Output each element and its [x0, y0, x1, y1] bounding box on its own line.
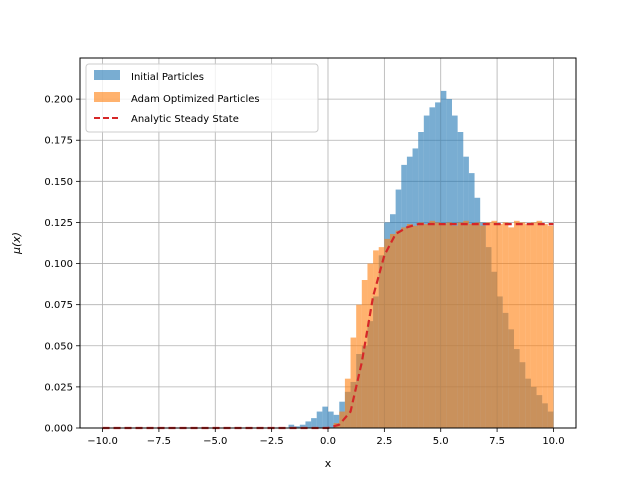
histogram-bar-adam-optimized-particles — [373, 250, 379, 428]
histogram-bar-adam-optimized-particles — [395, 230, 402, 428]
x-tick-label: −2.5 — [259, 436, 283, 447]
histogram-bar-initial-particles — [288, 424, 295, 428]
histogram-bar-adam-optimized-particles — [423, 224, 430, 428]
histogram-bar-adam-optimized-particles — [485, 222, 492, 428]
histogram-bar-adam-optimized-particles — [384, 238, 390, 428]
y-tick-label: 0.175 — [44, 136, 73, 147]
y-tick-label: 0.125 — [44, 218, 73, 229]
histogram-bar-adam-optimized-particles — [356, 304, 362, 428]
histogram-bar-adam-optimized-particles — [412, 225, 419, 428]
histogram-bar-adam-optimized-particles — [452, 225, 458, 428]
histogram-bar-adam-optimized-particles — [429, 220, 436, 428]
legend-label-adam-optimized-particles: Adam Optimized Particles — [131, 94, 260, 105]
y-tick-label: 0.150 — [44, 177, 73, 188]
y-tick-label: 0.200 — [44, 95, 73, 106]
x-tick-label: −10.0 — [87, 436, 118, 447]
x-tick-label: −5.0 — [203, 436, 227, 447]
histogram-bar-adam-optimized-particles — [468, 224, 475, 428]
histogram-bar-adam-optimized-particles — [547, 225, 554, 428]
analytic-steady-state-line — [102, 222, 554, 430]
x-tick-label: 5.0 — [433, 436, 449, 447]
y-tick-label: 0.000 — [44, 424, 73, 435]
histogram-bar-initial-particles — [316, 411, 323, 428]
histogram-bar-initial-particles — [299, 424, 306, 428]
histogram-bar-adam-optimized-particles — [440, 224, 447, 428]
histogram-bar-adam-optimized-particles — [390, 233, 396, 428]
histogram-bar-adam-optimized-particles — [457, 222, 464, 428]
histogram-bar-initial-particles — [328, 411, 334, 428]
histogram-bar-initial-particles — [322, 406, 328, 428]
y-tick-label: 0.050 — [44, 341, 73, 352]
histogram-bar-adam-optimized-particles — [361, 280, 368, 428]
histogram-bar-adam-optimized-particles — [406, 224, 413, 428]
legend-swatch-adam-optimized-particles — [94, 92, 120, 102]
histogram-bar-adam-optimized-particles — [435, 222, 441, 428]
histogram-bar-adam-optimized-particles — [491, 220, 498, 428]
histogram-bar-adam-optimized-particles — [350, 337, 357, 428]
x-tick-label: −7.5 — [147, 436, 171, 447]
y-axis-label: μ(x) — [10, 232, 23, 255]
x-tick-label: 0.0 — [320, 436, 336, 447]
histogram-bar-adam-optimized-particles — [474, 222, 481, 428]
histogram-bar-adam-optimized-particles — [497, 224, 503, 428]
series-adam-optimized-particles — [333, 220, 554, 428]
histogram-bar-adam-optimized-particles — [463, 220, 469, 428]
histogram-bar-adam-optimized-particles — [530, 222, 537, 428]
histogram-bar-adam-optimized-particles — [367, 263, 374, 428]
histogram-bar-adam-optimized-particles — [536, 220, 543, 428]
legend: Initial Particles Adam Optimized Particl… — [85, 63, 319, 133]
histogram-bar-adam-optimized-particles — [519, 222, 526, 428]
histogram-bar-initial-particles — [311, 418, 317, 428]
y-tick-label: 0.100 — [44, 259, 73, 270]
x-axis-ticks: −10.0 −7.5 −5.0 −2.5 0.0 2.5 5.0 7.5 10.0 — [87, 428, 565, 447]
histogram-bar-adam-optimized-particles — [446, 222, 452, 428]
histogram-bar-adam-optimized-particles — [480, 225, 486, 428]
histogram-bar-initial-particles — [305, 421, 312, 428]
histogram-bar-adam-optimized-particles — [508, 227, 514, 428]
histogram-bar-adam-optimized-particles — [525, 224, 531, 428]
x-tick-label: 7.5 — [489, 436, 505, 447]
y-tick-label: 0.075 — [44, 300, 73, 311]
histogram-bar-initial-particles — [294, 426, 300, 428]
x-axis-label: x — [325, 457, 332, 470]
histogram-bar-adam-optimized-particles — [514, 220, 520, 428]
histogram-bar-adam-optimized-particles — [401, 227, 407, 428]
histogram-bar-adam-optimized-particles — [344, 378, 351, 428]
histogram-bar-adam-optimized-particles — [418, 222, 424, 428]
y-tick-label: 0.025 — [44, 382, 73, 393]
histogram-bar-adam-optimized-particles — [542, 224, 548, 428]
x-tick-label: 10.0 — [542, 436, 564, 447]
legend-label-initial-particles: Initial Particles — [131, 72, 204, 83]
histogram-bar-initial-particles — [333, 414, 340, 428]
histogram-bar-adam-optimized-particles — [502, 222, 509, 428]
legend-frame — [85, 63, 319, 133]
y-axis-ticks: 0.000 0.025 0.050 0.075 0.100 0.125 0.150 0.175… — [44, 95, 80, 435]
legend-label-analytic-steady-state: Analytic Steady State — [131, 114, 239, 125]
x-tick-label: 2.5 — [376, 436, 392, 447]
legend-swatch-initial-particles — [94, 70, 120, 80]
series-analytic-steady-state — [102, 222, 554, 430]
histogram-bar-adam-optimized-particles — [378, 247, 385, 428]
